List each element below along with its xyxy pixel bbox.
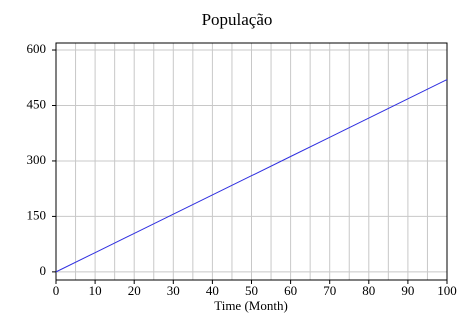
y-tick-label: 450 (27, 96, 47, 111)
x-tick-label: 100 (437, 283, 457, 298)
x-axis-label: Time (Month) (214, 298, 288, 313)
x-tick-label: 70 (323, 283, 336, 298)
plot-frame (55, 42, 448, 281)
x-tick-label: 0 (53, 283, 60, 298)
y-tick-label: 300 (27, 152, 47, 167)
x-tick-label: 10 (89, 283, 102, 298)
y-tick-label: 600 (27, 41, 47, 56)
x-tick-label: 20 (128, 283, 141, 298)
x-tick-label: 30 (167, 283, 180, 298)
y-tick-label: 0 (40, 263, 47, 278)
y-tick-label: 150 (27, 207, 47, 222)
x-tick-label: 40 (206, 283, 219, 298)
x-tick-label: 80 (362, 283, 375, 298)
x-tick-label: 50 (245, 283, 258, 298)
x-tick-label: 60 (284, 283, 297, 298)
x-tick-label: 90 (401, 283, 414, 298)
chart-title: População (202, 10, 273, 29)
line (55, 79, 448, 273)
